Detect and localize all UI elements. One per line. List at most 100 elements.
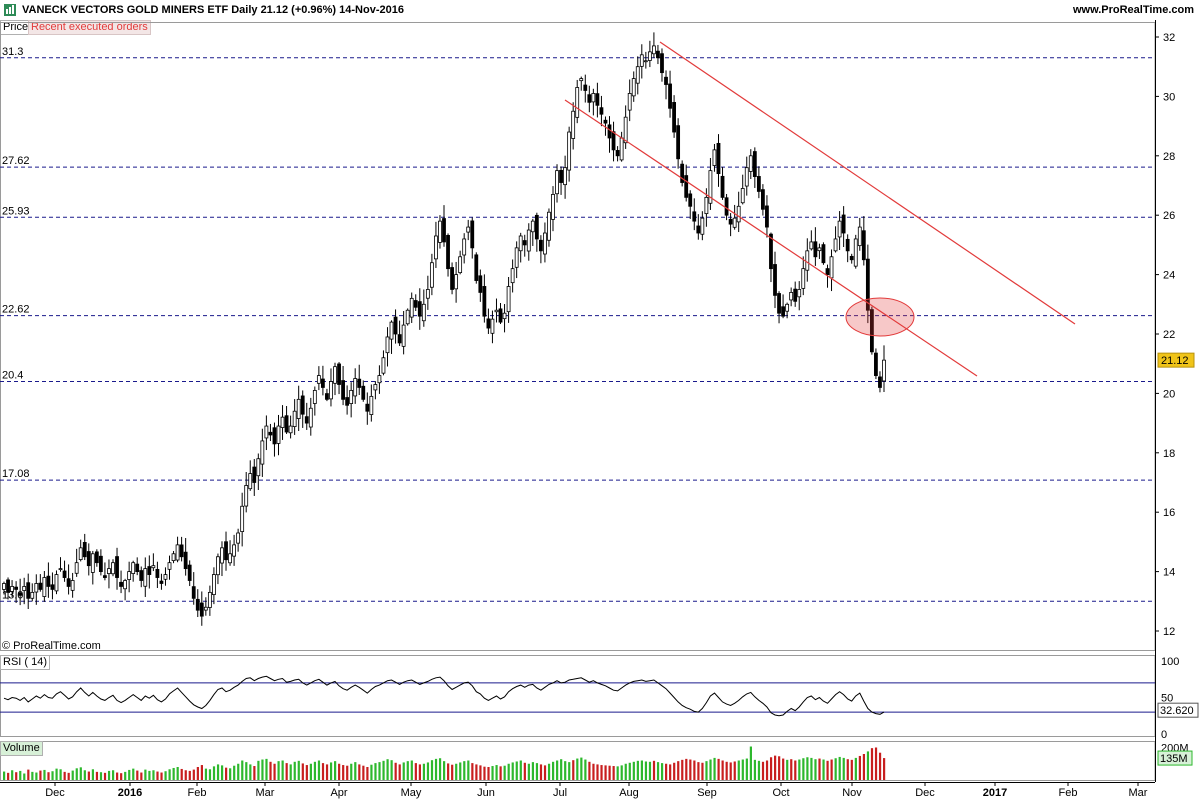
x-axis-month-label: 2016: [118, 787, 142, 799]
volume-bar: [511, 762, 514, 780]
copyright-credit: © ProRealTime.com: [2, 640, 101, 652]
candle-body: [272, 427, 277, 445]
volume-bar: [503, 765, 506, 780]
last-price-badge: [1157, 352, 1195, 368]
candle-body: [579, 78, 584, 82]
volume-bar: [786, 759, 789, 780]
volume-bar: [810, 757, 813, 780]
volume-bar: [3, 771, 6, 780]
volume-bar: [362, 765, 365, 780]
candle-body: [530, 220, 535, 233]
volume-bar: [366, 767, 369, 780]
candle-body: [325, 393, 329, 400]
volume-bar: [180, 768, 183, 780]
candle-body: [135, 563, 140, 573]
candle-body: [421, 303, 426, 322]
candle-body: [748, 155, 753, 172]
volume-bar: [168, 769, 171, 780]
candle-body: [837, 220, 842, 238]
site-link[interactable]: www.ProRealTime.com: [1072, 4, 1194, 16]
candle-body: [704, 196, 709, 215]
candle-body: [78, 547, 83, 560]
candle-body: [187, 564, 192, 581]
last-price-label: 21.12: [1161, 355, 1189, 367]
candle-body: [369, 395, 374, 416]
volume-bar: [802, 758, 805, 780]
volume-bar: [107, 770, 111, 780]
volume-bar: [406, 761, 409, 780]
volume-bar: [116, 772, 119, 780]
x-axis-month-label: Oct: [772, 787, 789, 799]
volume-bar: [172, 767, 175, 780]
candle-body: [203, 606, 208, 611]
rsi-panel-label: RSI ( 14): [0, 655, 51, 670]
volume-bar: [47, 772, 50, 780]
volume-bar: [281, 760, 284, 780]
price-axis-tick-label: 24: [1163, 270, 1175, 282]
candle-body: [474, 254, 479, 281]
price-axis-tick-label: 16: [1163, 507, 1175, 519]
volume-bar: [152, 770, 155, 780]
candle-body: [829, 256, 834, 279]
volume-bar: [705, 761, 708, 780]
candle-body: [518, 235, 523, 252]
volume-bar: [378, 762, 381, 780]
candle-body: [62, 570, 67, 578]
volume-bar: [313, 761, 317, 780]
volume-bar: [261, 759, 264, 780]
candle-body: [22, 586, 27, 591]
volume-bar: [878, 752, 882, 780]
volume-bar: [677, 761, 680, 780]
volume-bar: [846, 759, 849, 780]
volume-bar: [592, 763, 595, 780]
x-axis-month-label: Sep: [697, 787, 717, 799]
candle-body: [563, 167, 568, 186]
candle-body: [639, 54, 644, 67]
candle-body: [575, 87, 580, 118]
candle-body: [809, 241, 814, 250]
candle-body: [127, 571, 132, 580]
candle-body: [506, 286, 511, 313]
volume-bar: [156, 771, 159, 780]
volume-bar: [572, 760, 575, 780]
volume-bar: [850, 759, 853, 780]
volume-bar: [487, 767, 490, 780]
candle-body: [857, 226, 862, 247]
volume-bar: [769, 757, 773, 780]
candle-body: [397, 334, 402, 344]
candle-body: [240, 505, 245, 532]
volume-bar: [59, 769, 62, 780]
candle-body: [292, 410, 297, 428]
candle-body: [131, 562, 136, 574]
price-axis-tick-label: 18: [1163, 448, 1175, 460]
candle-body: [514, 247, 519, 268]
candle-body: [195, 598, 200, 611]
candle-body: [450, 267, 454, 290]
candle-body: [304, 416, 309, 424]
tab-recent-executed-orders[interactable]: Recent executed orders: [28, 20, 151, 35]
volume-bar: [564, 761, 567, 780]
volume-bar: [725, 761, 728, 780]
candle-body: [54, 574, 59, 592]
tab-price[interactable]: Price: [0, 20, 32, 35]
candle-body: [312, 390, 317, 404]
volume-bar: [111, 770, 115, 780]
volume-bar: [471, 763, 474, 780]
volume-bar: [774, 755, 777, 780]
candle-body: [752, 151, 757, 177]
volume-bar: [43, 769, 46, 780]
volume-bar: [443, 761, 446, 780]
volume-bar: [103, 772, 107, 780]
volume-bar: [220, 765, 224, 780]
candle-body: [316, 375, 321, 384]
volume-bar: [216, 764, 220, 780]
volume-bar: [507, 763, 510, 780]
volume-bar: [568, 762, 571, 780]
volume-bar: [11, 770, 14, 780]
volume-bar: [576, 758, 579, 780]
volume-bar: [325, 764, 329, 780]
price-axis-tick-label: 12: [1163, 626, 1175, 638]
candle-body: [216, 556, 220, 576]
volume-bar: [196, 767, 199, 780]
